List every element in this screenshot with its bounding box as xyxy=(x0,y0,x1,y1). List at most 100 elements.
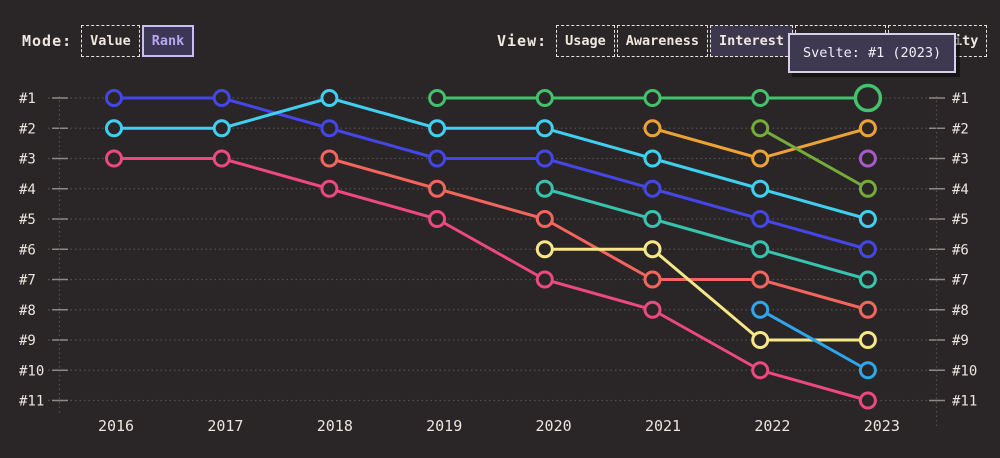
data-point-cyan-2022[interactable] xyxy=(751,179,770,198)
data-point-teal-2022[interactable] xyxy=(751,240,770,259)
data-point-cyan-2017[interactable] xyxy=(212,119,231,138)
data-point-yellow-2021[interactable] xyxy=(643,240,662,259)
y-axis-label-left-#7: #7 xyxy=(19,273,36,289)
series-line-sky xyxy=(758,308,870,372)
data-point-indigo-2016[interactable] xyxy=(105,89,123,107)
data-point-indigo-2017[interactable] xyxy=(212,89,231,107)
data-point-yellow-2023[interactable] xyxy=(858,331,877,349)
data-point-pink-2022[interactable] xyxy=(751,361,770,380)
y-axis-label-right-#11: #11 xyxy=(952,394,977,410)
data-point-salmon-2022[interactable] xyxy=(751,270,770,289)
y-axis-label-left-#11: #11 xyxy=(19,394,44,410)
data-point-cyan-2019[interactable] xyxy=(428,119,447,138)
mode-option-rank[interactable]: Rank xyxy=(141,25,195,57)
data-point-amber-2022[interactable] xyxy=(751,149,770,168)
y-axis-label-left-#10: #10 xyxy=(19,363,44,379)
y-axis-label-left-#8: #8 xyxy=(19,303,36,319)
data-point-pink-2023[interactable] xyxy=(858,391,877,410)
y-axis-label-right-#3: #3 xyxy=(952,152,969,168)
x-axis-label-2019: 2019 xyxy=(426,417,462,435)
y-axis-label-left-#4: #4 xyxy=(19,182,36,198)
y-axis-label-left-#6: #6 xyxy=(19,242,36,258)
y-axis-label-right-#1: #1 xyxy=(952,91,969,107)
data-point-salmon-2021[interactable] xyxy=(643,270,662,289)
data-point-pink-2017[interactable] xyxy=(212,149,231,168)
series-line-salmon xyxy=(327,157,870,312)
data-point-indigo-2023[interactable] xyxy=(858,240,877,259)
series-line-lime xyxy=(758,126,870,191)
data-point-teal-2021[interactable] xyxy=(643,210,662,228)
y-axis-label-right-#8: #8 xyxy=(952,303,969,319)
x-axis-label-2021: 2021 xyxy=(645,417,681,435)
data-point-svelte-2022[interactable] xyxy=(751,89,770,107)
y-axis-label-left-#3: #3 xyxy=(19,152,36,168)
data-point-indigo-2020[interactable] xyxy=(535,149,554,168)
data-point-sky-2022[interactable] xyxy=(751,300,770,319)
y-axis-label-right-#2: #2 xyxy=(952,121,969,137)
data-point-pink-2018[interactable] xyxy=(320,179,339,198)
data-point-teal-2020[interactable] xyxy=(535,179,554,198)
data-point-pink-2021[interactable] xyxy=(643,300,662,319)
view-option-awareness[interactable]: Awareness xyxy=(616,25,708,57)
y-axis-label-right-#4: #4 xyxy=(952,182,969,198)
data-point-amber-2021[interactable] xyxy=(643,119,662,138)
tooltip-text: Svelte: #1 (2023) xyxy=(803,45,942,61)
y-axis-label-right-#10: #10 xyxy=(952,363,977,379)
data-point-indigo-2019[interactable] xyxy=(428,149,447,168)
data-point-svelte-2021[interactable] xyxy=(643,89,662,107)
y-axis-label-left-#1: #1 xyxy=(19,91,36,107)
y-axis-label-right-#9: #9 xyxy=(952,333,969,349)
mode-control-group: Mode: Value Rank xyxy=(22,25,195,57)
mode-label: Mode: xyxy=(22,32,73,50)
view-option-interest[interactable]: Interest xyxy=(709,25,793,57)
series-line-cyan xyxy=(112,96,870,221)
x-axis-label-2016: 2016 xyxy=(98,417,134,435)
data-point-purple-2023[interactable] xyxy=(858,149,877,168)
data-point-amber-2023[interactable] xyxy=(858,119,877,138)
data-point-pink-2016[interactable] xyxy=(105,149,123,168)
view-label: View: xyxy=(497,32,548,50)
data-point-svelte-2020[interactable] xyxy=(535,89,554,107)
data-point-indigo-2022[interactable] xyxy=(751,210,770,228)
y-axis-label-left-#5: #5 xyxy=(19,212,36,228)
data-point-lime-2022[interactable] xyxy=(751,119,770,138)
data-point-cyan-2023[interactable] xyxy=(858,210,877,228)
data-point-salmon-2020[interactable] xyxy=(535,210,554,228)
y-axis-label-left-#2: #2 xyxy=(19,121,36,137)
data-point-cyan-2016[interactable] xyxy=(105,119,123,138)
y-axis-label-right-#7: #7 xyxy=(952,273,969,289)
data-point-salmon-2019[interactable] xyxy=(428,179,447,198)
data-point-cyan-2020[interactable] xyxy=(535,119,554,138)
data-point-cyan-2018[interactable] xyxy=(320,89,339,107)
series-line-pink xyxy=(112,157,870,402)
data-point-lime-2023[interactable] xyxy=(858,179,877,198)
y-axis-label-right-#6: #6 xyxy=(952,242,969,258)
x-axis-label-2020: 2020 xyxy=(536,417,572,435)
data-point-indigo-2018[interactable] xyxy=(320,119,339,138)
series-line-indigo xyxy=(112,96,870,251)
data-point-svelte-2023[interactable] xyxy=(853,83,883,113)
data-point-yellow-2020[interactable] xyxy=(535,240,554,259)
data-point-sky-2023[interactable] xyxy=(858,361,877,380)
data-point-cyan-2021[interactable] xyxy=(643,149,662,168)
view-option-usage[interactable]: Usage xyxy=(556,25,615,57)
data-point-indigo-2021[interactable] xyxy=(643,179,662,198)
data-point-salmon-2023[interactable] xyxy=(858,300,877,319)
data-point-pink-2019[interactable] xyxy=(428,210,447,228)
data-point-salmon-2018[interactable] xyxy=(320,149,339,168)
x-axis-label-2017: 2017 xyxy=(207,417,243,435)
mode-option-value[interactable]: Value xyxy=(81,25,140,57)
x-axis-label-2018: 2018 xyxy=(317,417,353,435)
view-control-group: View: Usage Awareness Interest Retention… xyxy=(497,25,988,57)
data-point-svelte-2019[interactable] xyxy=(428,89,447,107)
hover-tooltip: Svelte: #1 (2023) xyxy=(788,33,957,73)
y-axis-label-left-#9: #9 xyxy=(19,333,36,349)
data-point-teal-2023[interactable] xyxy=(858,270,877,289)
y-axis-label-right-#5: #5 xyxy=(952,212,969,228)
x-axis-label-2022: 2022 xyxy=(754,417,790,435)
x-axis-label-2023: 2023 xyxy=(864,417,900,435)
data-point-pink-2020[interactable] xyxy=(535,270,554,289)
data-point-yellow-2022[interactable] xyxy=(751,331,770,349)
